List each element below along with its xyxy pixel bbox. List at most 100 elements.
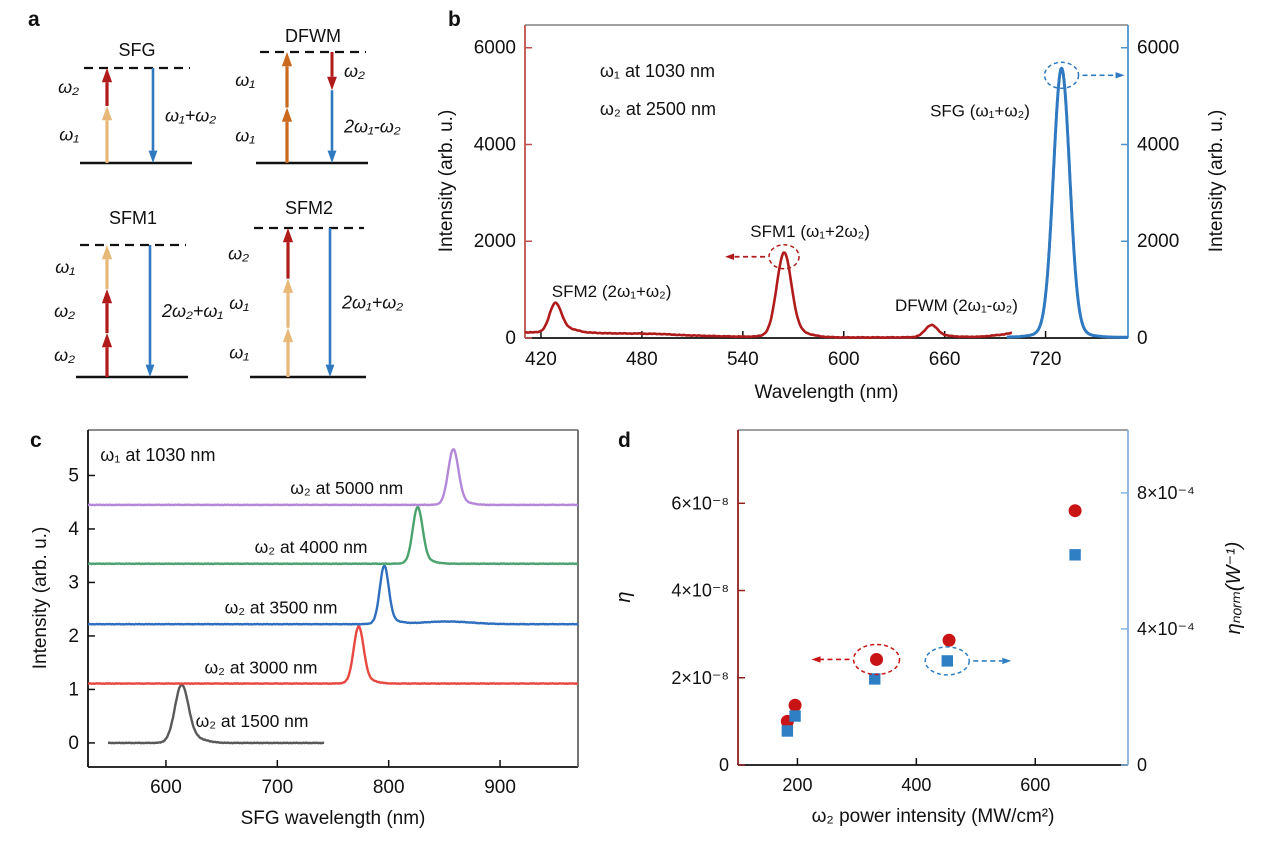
x-axis-label: SFG wavelength (nm) bbox=[241, 808, 426, 829]
y-tick-label-left: 4×10⁻⁸ bbox=[671, 581, 729, 601]
data-point-eta-normalized bbox=[869, 673, 881, 685]
diagram-title: SFM1 bbox=[109, 208, 157, 228]
data-point-eta-efficiency bbox=[870, 652, 884, 666]
arrow-head-icon bbox=[1002, 657, 1012, 665]
y-axis-label-left: Intensity (arb. u.) bbox=[436, 110, 457, 253]
y-axis-label-right: ηₙₒᵣₘ(W⁻¹) bbox=[1223, 542, 1245, 635]
data-point-eta-efficiency bbox=[788, 698, 802, 712]
y-axis-label-left: Intensity (arb. u.) bbox=[30, 527, 51, 670]
photon-label: ω₁ bbox=[235, 70, 255, 90]
photon-up-arrow bbox=[282, 228, 294, 279]
panel-a-diagrams: SFG ω₁ ω₂ ω₁+ω₂ DFWM ω₁ ω₁ ω₂ 2ω₁-ω₂ SFM1 ω₂ ω₂ ω₁ 2ω… bbox=[54, 26, 403, 379]
x-tick-label: 600 bbox=[828, 349, 860, 370]
y-tick-label-left: 3 bbox=[68, 572, 79, 593]
panel-letter-d: d bbox=[618, 429, 631, 452]
peak-label: SFG (ω₁+ω₂) bbox=[930, 101, 1030, 120]
series-omega2-1500nm bbox=[107, 683, 325, 745]
photon-label: ω₂ bbox=[54, 345, 75, 365]
photon-label: ω₁ bbox=[229, 293, 249, 313]
photon-label: ω₁ bbox=[235, 125, 255, 145]
arrow-head-icon bbox=[101, 288, 113, 304]
panel-d-efficiency-chart: 200 400 600 0 2×10⁻⁸ 4×10⁻⁸ 6×10⁻⁸ 0 4×10⁻⁴ 8×10⁻… bbox=[613, 429, 1245, 827]
arrow-head-icon bbox=[145, 364, 155, 377]
series-omega2-5000nm bbox=[87, 448, 579, 507]
x-tick-label: 800 bbox=[373, 777, 405, 798]
photon-label: ω₂ bbox=[228, 243, 249, 263]
emission-down-arrow bbox=[148, 68, 158, 163]
diagram-sfm1: SFM1 ω₂ ω₂ ω₁ 2ω₂+ω₁ bbox=[54, 208, 223, 379]
panel-letter-c: c bbox=[30, 429, 42, 452]
photon-up-arrow bbox=[101, 68, 113, 106]
y-tick-label-left: 5 bbox=[68, 465, 79, 486]
series-omega2-3500nm bbox=[87, 564, 579, 626]
series-omega2-4000nm bbox=[87, 505, 579, 566]
x-tick-label: 420 bbox=[525, 349, 557, 370]
peak-label: SFM2 (2ω₁+ω₂) bbox=[552, 282, 672, 301]
x-tick-label: 600 bbox=[1020, 775, 1050, 795]
arrow-head-icon bbox=[811, 656, 821, 663]
panel-letter-b: b bbox=[448, 8, 461, 31]
axis-pointer-arrow-right bbox=[1082, 72, 1125, 79]
highlight-ellipse bbox=[924, 646, 971, 676]
y-tick-label-left: 4 bbox=[68, 519, 79, 540]
series-omega2-3000nm bbox=[87, 625, 579, 685]
x-tick-label: 900 bbox=[484, 777, 516, 798]
x-tick-label: 200 bbox=[782, 775, 812, 795]
photon-label: ω₂ bbox=[54, 301, 75, 321]
x-tick-label: 700 bbox=[261, 777, 293, 798]
arrow-head-icon bbox=[101, 106, 113, 121]
pump-annotation: ω₁ at 1030 nm bbox=[100, 445, 215, 465]
axis-pointer-arrow-right bbox=[973, 657, 1012, 665]
y-tick-label-left: 2000 bbox=[474, 231, 516, 252]
series-label-omega2-3000nm: ω₂ at 3000 nm bbox=[205, 657, 318, 677]
diagram-title: DFWM bbox=[285, 26, 341, 46]
data-point-eta-efficiency bbox=[942, 633, 956, 647]
photon-up-arrow bbox=[101, 245, 113, 289]
data-point-eta-normalized bbox=[941, 655, 953, 667]
photon-label: ω₁ bbox=[55, 257, 75, 277]
data-point-eta-efficiency bbox=[1068, 504, 1082, 518]
emission-down-arrow bbox=[327, 90, 337, 163]
photon-up-arrow bbox=[101, 288, 113, 334]
y-tick-label-left: 0 bbox=[719, 755, 729, 775]
arrow-head-icon bbox=[101, 333, 113, 348]
arrow-head-icon bbox=[101, 245, 113, 260]
y-tick-label-right: 4000 bbox=[1137, 134, 1179, 155]
photon-label: ω₂ bbox=[58, 77, 79, 97]
photon-up-arrow bbox=[282, 278, 294, 328]
panel-letter-a: a bbox=[28, 8, 40, 31]
diagram-sfg: SFG ω₁ ω₂ ω₁+ω₂ bbox=[58, 40, 216, 165]
series-label-omega2-5000nm: ω₂ at 5000 nm bbox=[290, 478, 403, 498]
pump-annotation: ω₂ at 2500 nm bbox=[600, 99, 716, 119]
pump-annotation: ω₁ at 1030 nm bbox=[600, 61, 715, 81]
highlight-ellipse bbox=[768, 243, 800, 270]
emission-down-arrow bbox=[327, 52, 337, 91]
y-tick-label-left: 1 bbox=[68, 679, 79, 700]
peak-label: SFM1 (ω₁+2ω₂) bbox=[750, 222, 870, 241]
photon-up-arrow bbox=[281, 52, 293, 108]
arrow-head-icon bbox=[148, 150, 158, 163]
series-visible-spectrum-red bbox=[524, 251, 1013, 339]
series-label-omega2-3500nm: ω₂ at 3500 nm bbox=[225, 597, 338, 617]
emission-label: ω₂ bbox=[344, 61, 365, 81]
data-point-eta-normalized bbox=[781, 725, 794, 737]
y-axis-label-left: η bbox=[613, 591, 635, 602]
x-tick-label: 660 bbox=[929, 349, 961, 370]
diagram-title: SFG bbox=[118, 40, 155, 60]
photon-up-arrow bbox=[281, 107, 293, 163]
y-tick-label-left: 4000 bbox=[474, 134, 516, 155]
y-tick-label-right: 0 bbox=[1137, 328, 1148, 349]
data-point-eta-normalized bbox=[789, 710, 801, 722]
photon-label: ω₁ bbox=[59, 125, 79, 145]
x-tick-label: 540 bbox=[727, 349, 759, 370]
arrow-head-icon bbox=[101, 68, 113, 83]
arrow-head-icon bbox=[1115, 72, 1125, 79]
photon-up-arrow bbox=[101, 333, 113, 377]
arrow-head-icon bbox=[282, 327, 294, 343]
x-tick-label: 600 bbox=[150, 777, 182, 798]
y-tick-label-left: 6×10⁻⁸ bbox=[671, 493, 729, 513]
x-tick-label: 400 bbox=[901, 775, 931, 795]
diagram-dfwm: DFWM ω₁ ω₁ ω₂ 2ω₁-ω₂ bbox=[235, 26, 401, 165]
